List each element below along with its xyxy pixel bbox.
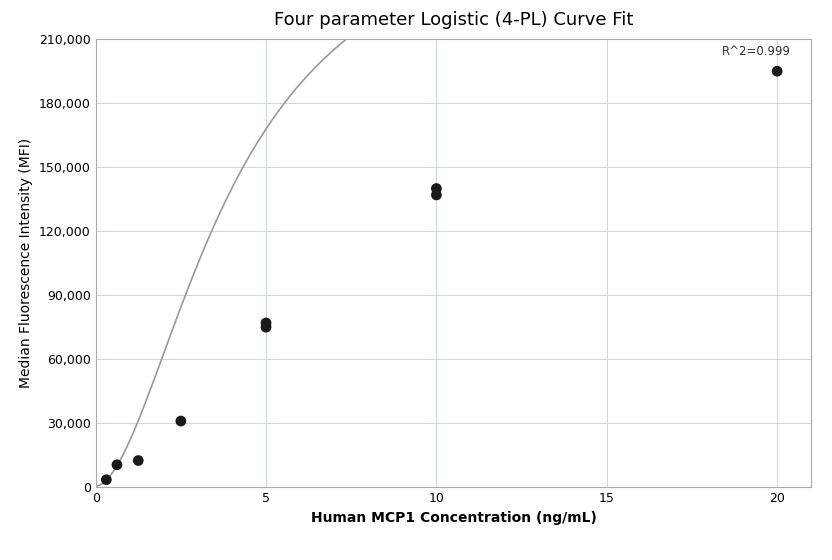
- Point: [260, 319, 273, 328]
- Point: [430, 190, 443, 199]
- Point: [770, 67, 784, 76]
- Point: [131, 456, 145, 465]
- X-axis label: Human MCP1 Concentration (ng/mL): Human MCP1 Concentration (ng/mL): [310, 511, 597, 525]
- Point: [260, 323, 273, 332]
- Text: R^2=0.999: R^2=0.999: [721, 45, 790, 58]
- Y-axis label: Median Fluorescence Intensity (MFI): Median Fluorescence Intensity (MFI): [19, 138, 33, 388]
- Title: Four parameter Logistic (4-PL) Curve Fit: Four parameter Logistic (4-PL) Curve Fit: [274, 11, 633, 29]
- Point: [430, 184, 443, 193]
- Point: [100, 475, 113, 484]
- Point: [111, 460, 124, 469]
- Point: [174, 417, 187, 426]
